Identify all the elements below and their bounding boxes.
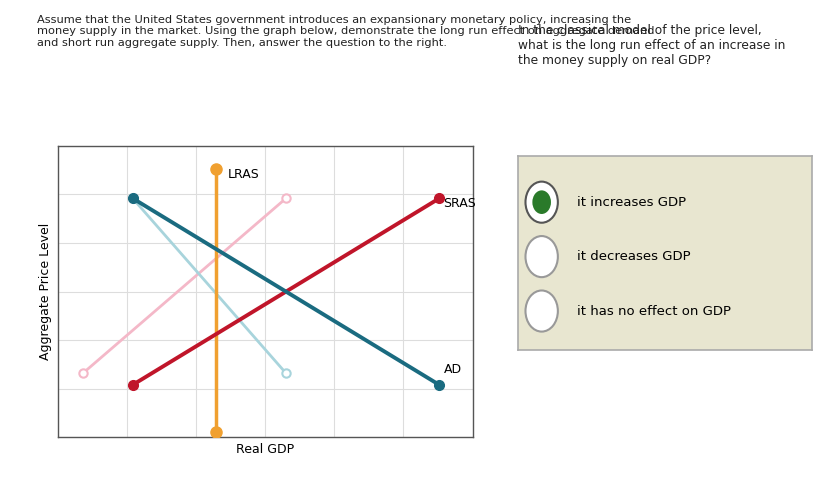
Ellipse shape <box>525 182 557 223</box>
Ellipse shape <box>532 191 551 214</box>
Ellipse shape <box>525 291 557 331</box>
Text: LRAS: LRAS <box>228 168 259 181</box>
Text: AD: AD <box>443 363 461 376</box>
Ellipse shape <box>525 236 557 277</box>
Text: it has no effect on GDP: it has no effect on GDP <box>576 305 730 317</box>
Text: Assume that the United States government introduces an expansionary monetary pol: Assume that the United States government… <box>37 15 654 48</box>
X-axis label: Real GDP: Real GDP <box>236 443 294 456</box>
Text: In the classical model of the price level,
what is the long run effect of an inc: In the classical model of the price leve… <box>518 24 785 67</box>
Y-axis label: Aggregate Price Level: Aggregate Price Level <box>40 223 52 360</box>
Text: SRAS: SRAS <box>443 197 476 210</box>
Text: it decreases GDP: it decreases GDP <box>576 250 690 263</box>
Text: it increases GDP: it increases GDP <box>576 196 686 208</box>
